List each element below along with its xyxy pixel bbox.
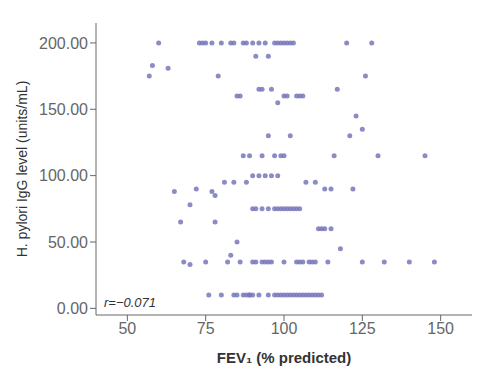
svg-text:150.00: 150.00 <box>39 101 88 118</box>
svg-text:FEV₁ (% predicted): FEV₁ (% predicted) <box>217 349 352 366</box>
svg-text:r=−0.071: r=−0.071 <box>104 295 156 310</box>
svg-text:50: 50 <box>118 320 136 337</box>
svg-text:75: 75 <box>197 320 215 337</box>
svg-text:150: 150 <box>427 320 454 337</box>
svg-text:50.00: 50.00 <box>48 234 88 251</box>
svg-text:100.00: 100.00 <box>39 167 88 184</box>
svg-text:100: 100 <box>271 320 298 337</box>
svg-text:125: 125 <box>349 320 376 337</box>
svg-text:0.00: 0.00 <box>57 300 88 317</box>
svg-text:H. pylori IgG level (units/mL): H. pylori IgG level (units/mL) <box>14 81 30 258</box>
svg-text:200.00: 200.00 <box>39 35 88 52</box>
